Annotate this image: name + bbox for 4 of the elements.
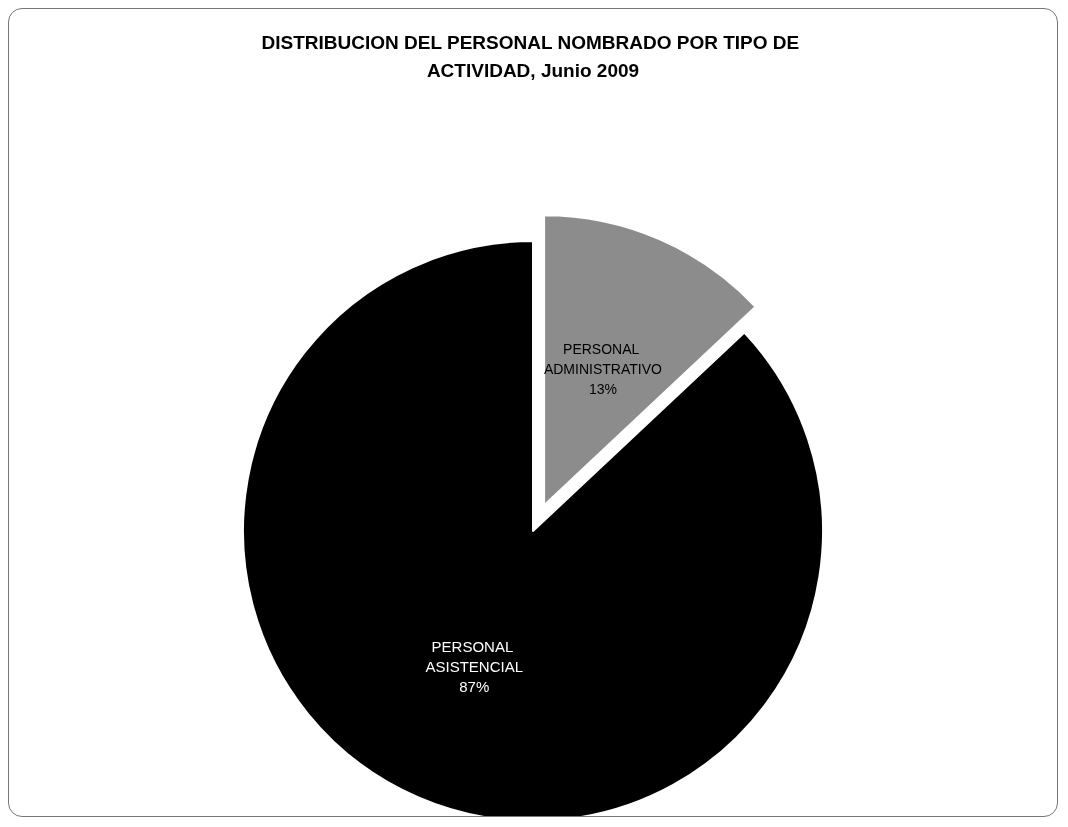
data-label: 87% [459,678,490,696]
slice-label: PERSONAL ASISTENCIAL [425,638,523,676]
chart-title: DISTRIBUCION DEL PERSONAL NOMBRADO POR TIPO DE ACTIVIDAD, Junio 2009 [261,31,805,81]
data-label: 13% [588,381,617,398]
